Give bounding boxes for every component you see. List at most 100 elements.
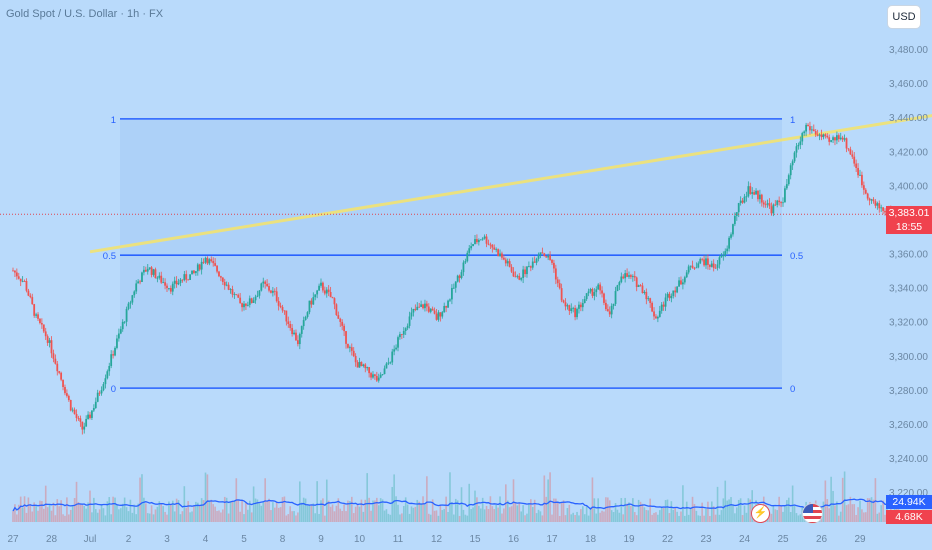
candle-body — [69, 400, 72, 411]
candle-body — [410, 312, 413, 317]
volume-bar — [568, 504, 571, 522]
candle-body — [231, 289, 234, 295]
candle-body — [173, 280, 176, 284]
candle-body — [79, 418, 82, 422]
candle-body — [801, 133, 804, 142]
volume-bar — [102, 508, 105, 522]
volume-bar — [749, 499, 752, 522]
candle-body — [77, 417, 80, 419]
candle-body — [772, 204, 775, 214]
volume-bar — [553, 498, 555, 522]
candle-body — [635, 277, 638, 287]
volume-bar — [170, 505, 172, 522]
candle-body — [535, 258, 538, 263]
volume-bar — [605, 497, 607, 522]
volume-bar — [162, 506, 164, 522]
volume-bar — [635, 515, 638, 522]
candle-body — [847, 148, 850, 150]
volume-bar — [25, 512, 28, 522]
candle-body — [722, 255, 725, 257]
volume-bar — [645, 509, 648, 522]
candle-body — [476, 239, 478, 243]
candle-body — [810, 129, 813, 131]
volume-bar — [299, 481, 301, 522]
candle-body — [626, 273, 628, 277]
volume-bar — [418, 501, 420, 522]
volume-bar — [43, 508, 45, 522]
candle-body — [391, 351, 394, 363]
candle-body — [75, 414, 78, 418]
fib-retracement-zone — [120, 118, 782, 389]
volume-bar — [116, 504, 118, 522]
volume-bar — [433, 510, 436, 522]
volume-bar — [562, 500, 565, 522]
volume-bar — [616, 509, 619, 522]
candle-body — [325, 289, 328, 294]
volume-bar — [339, 508, 342, 522]
volume-bar — [784, 506, 786, 522]
volume-bar — [870, 497, 873, 522]
candle-body — [526, 266, 528, 275]
candle-body — [824, 134, 827, 136]
candle-body — [708, 264, 711, 267]
volume-bar — [874, 478, 877, 522]
candle-body — [628, 275, 630, 277]
volume-bar — [774, 509, 777, 522]
candle-body — [316, 290, 319, 295]
candle-body — [189, 274, 191, 280]
volume-bar — [643, 507, 646, 522]
candle-body — [637, 285, 640, 287]
candle-body — [784, 188, 786, 203]
volume-bar — [824, 480, 827, 522]
candle-body — [12, 270, 14, 272]
y-tick-label: 3,420.00 — [889, 147, 928, 158]
volume-bar — [489, 496, 492, 522]
volume-bar — [195, 501, 197, 522]
currency-button[interactable]: USD — [887, 5, 921, 29]
candle-body — [504, 259, 507, 264]
candle-body — [655, 316, 657, 319]
candle-body — [878, 203, 881, 209]
candle-body — [191, 270, 193, 275]
volume-bar — [518, 503, 521, 522]
volume-bar — [141, 474, 143, 522]
volume-bar — [607, 497, 609, 522]
candle-body — [277, 301, 280, 306]
volume-bar — [770, 513, 773, 522]
volume-bar — [872, 499, 875, 522]
volume-bar — [786, 500, 788, 522]
volume-bar — [274, 507, 276, 522]
volume-secondary-tag: 4.68K — [886, 510, 932, 524]
us-flag-icon[interactable] — [802, 503, 823, 524]
candle-body — [470, 246, 473, 249]
candle-body — [593, 292, 596, 296]
candle-body — [275, 291, 278, 302]
candle-body — [150, 267, 153, 275]
volume-bar — [454, 498, 457, 522]
candle-body — [716, 264, 719, 268]
lightning-icon[interactable]: ⚡ — [751, 504, 770, 523]
candle-body — [691, 265, 694, 268]
volume-bar — [630, 505, 632, 522]
candle-body — [656, 316, 659, 319]
candle-body — [441, 312, 444, 317]
volume-bar — [880, 505, 882, 522]
volume-bar — [622, 514, 625, 522]
candle-body — [156, 277, 159, 279]
candle-body — [701, 258, 704, 260]
volume-bar — [200, 498, 203, 522]
volume-bar — [456, 500, 459, 522]
volume-bar — [46, 507, 49, 522]
volume-bar — [93, 497, 95, 522]
trendline[interactable] — [89, 114, 932, 254]
candle-body — [183, 274, 186, 281]
candle-body — [202, 261, 205, 263]
volume-bar — [341, 510, 343, 522]
candle-body — [31, 297, 34, 305]
candle-body — [377, 377, 380, 381]
candle-body — [198, 264, 201, 270]
volume-bar — [545, 496, 548, 522]
volume-bar — [599, 512, 601, 522]
candle-body — [327, 289, 330, 292]
